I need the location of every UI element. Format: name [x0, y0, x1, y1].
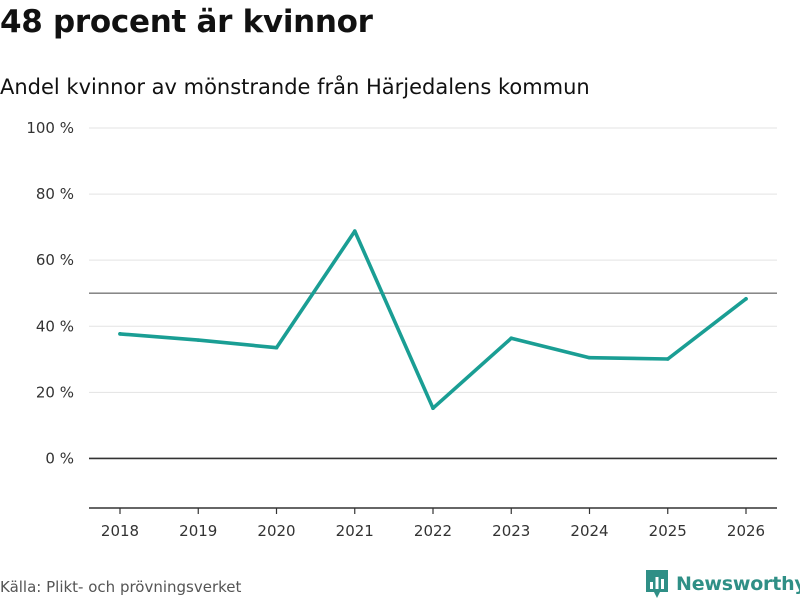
y-tick-label: 80 %: [36, 185, 74, 203]
x-tick-label: 2018: [101, 522, 139, 540]
series-line: [118, 229, 748, 411]
y-tick-label: 100 %: [26, 119, 74, 137]
x-tick-label: 2026: [727, 522, 765, 540]
data-point: [274, 345, 279, 350]
brand-name: Newsworthy: [676, 573, 800, 595]
brand-logo: Newsworthy: [644, 568, 800, 600]
x-tick-label: 2019: [179, 522, 217, 540]
x-tick-label: 2025: [649, 522, 687, 540]
newsworthy-logo-icon: [646, 570, 668, 598]
data-point: [587, 355, 592, 360]
data-point: [509, 336, 514, 340]
chart-title: 48 procent är kvinnor: [0, 4, 373, 40]
x-tick-label: 2020: [257, 522, 295, 540]
grid-layer: [89, 127, 777, 460]
data-point: [744, 297, 748, 301]
source-note: Källa: Plikt- och prövningsverket: [0, 578, 242, 596]
axis-layer: 0 % 20 % 40 % 60 % 80 % 100 % 2018 2019 2020 2021…: [26, 119, 777, 540]
y-tick-label: 0 %: [45, 449, 74, 467]
x-tick-label: 2024: [570, 522, 608, 540]
x-tick-label: 2023: [492, 522, 530, 540]
chart-subtitle: Andel kvinnor av mönstrande från Härjeda…: [0, 75, 590, 99]
y-tick-label: 20 %: [36, 383, 74, 401]
data-point: [665, 357, 670, 361]
data-point: [352, 229, 357, 233]
series-layer: [118, 229, 748, 411]
data-point: [196, 338, 201, 342]
y-tick-label: 60 %: [36, 251, 74, 269]
x-tick-label: 2021: [336, 522, 374, 540]
data-point: [431, 406, 435, 411]
data-point: [118, 332, 122, 336]
y-tick-label: 40 %: [36, 317, 74, 335]
x-tick-label: 2022: [414, 522, 452, 540]
